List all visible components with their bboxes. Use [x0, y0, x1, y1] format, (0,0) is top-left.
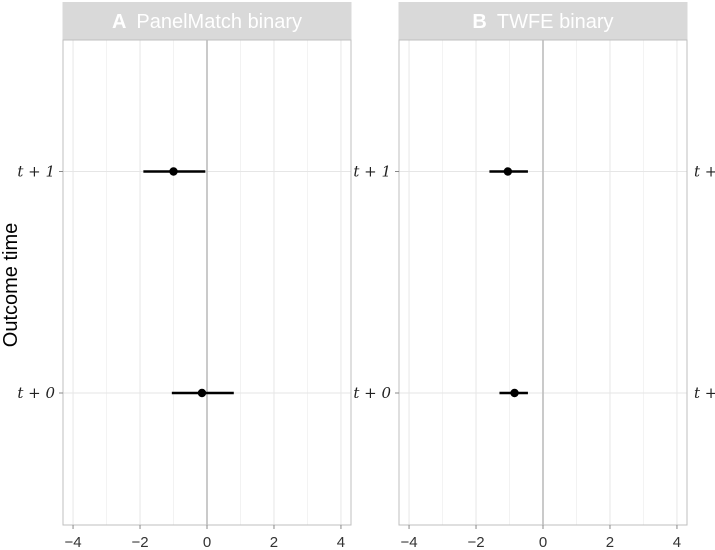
x-tick-label: −2 [131, 534, 148, 550]
y-tick-label: t + 0 [353, 384, 391, 402]
x-tick-label: 2 [606, 534, 614, 550]
x-tick-label: 0 [203, 534, 211, 550]
x-tick-label: 2 [270, 534, 278, 550]
panel-strip [62, 2, 352, 40]
point-estimate [197, 388, 207, 398]
x-tick-label: 4 [337, 534, 345, 550]
y-tick-label: t + 0 [17, 384, 55, 402]
panel-letter: A [112, 11, 126, 33]
x-tick-label: −4 [400, 534, 417, 550]
point-estimate [503, 167, 513, 176]
panel-title-text: PanelMatch binary [136, 11, 302, 33]
panel-a: A PanelMatch binary −4 −2 0 2 4 t + 0 t + 1 [17, 2, 352, 550]
clipped-y-tick-label: t + [694, 384, 715, 402]
panel-title: B TWFE binary [472, 11, 613, 33]
y-axis-title: Outcome time [0, 223, 22, 347]
y-tick-label: t + 1 [17, 163, 55, 181]
point-estimate [510, 388, 519, 398]
panel-title-text: TWFE binary [497, 11, 614, 33]
point-estimate [169, 167, 178, 176]
clipped-y-tick-label: t + [694, 163, 715, 181]
x-tick-label: 4 [673, 534, 681, 550]
x-tick-label: 0 [539, 534, 547, 550]
panel-b: B TWFE binary −4 −2 0 2 4 t + 0 t + 1 [353, 2, 688, 550]
panel-letter: B [472, 11, 486, 33]
x-tick-label: −4 [64, 534, 81, 550]
x-tick-label: −2 [467, 534, 484, 550]
y-tick-label: t + 1 [353, 163, 391, 181]
panel-title: A PanelMatch binary [112, 11, 302, 33]
panel-strip [398, 2, 688, 40]
